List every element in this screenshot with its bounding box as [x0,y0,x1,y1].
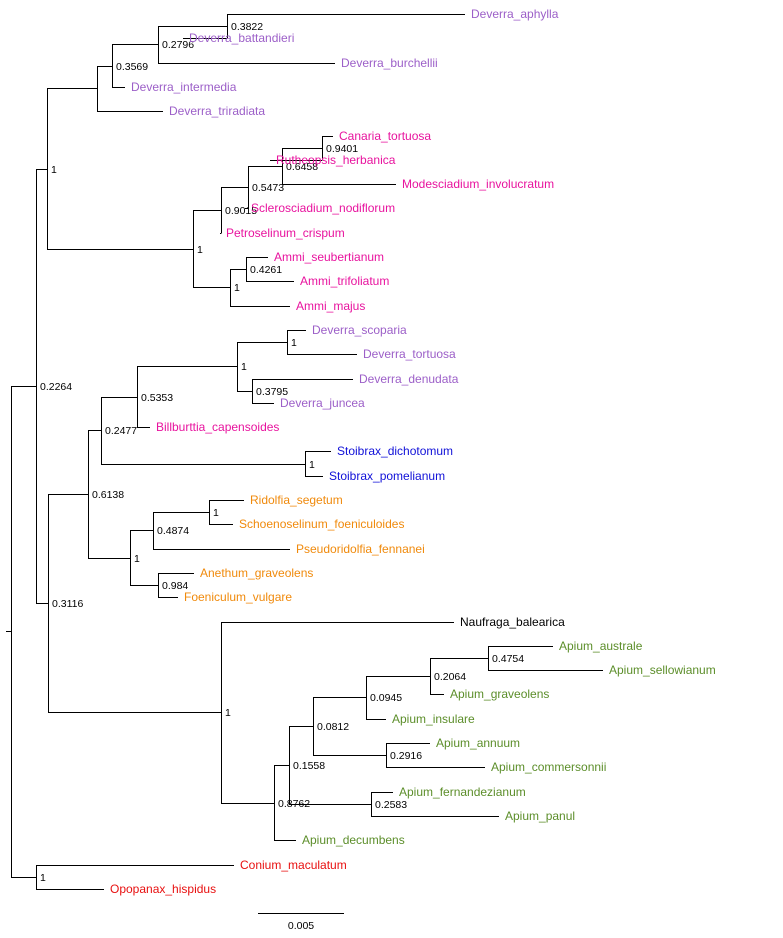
support-value: 1 [225,707,231,719]
support-value: 1 [213,507,219,519]
scale-bar-label: 0.005 [288,920,314,932]
leaf-label-ridolfia-segetum: Ridolfia_segetum [250,493,343,507]
support-value: 1 [51,164,57,176]
support-value: 0.9015 [225,205,257,217]
support-value: 0.2916 [390,750,422,762]
leaf-label-apium-graveolens: Apium_graveolens [450,687,549,701]
support-value: 1 [241,361,247,373]
support-value: 0.0812 [317,721,349,733]
support-value: 1 [134,553,140,565]
leaf-label-apium-insulare: Apium_insulare [392,712,475,726]
leaf-label-billburttia-capensoides: Billburttia_capensoides [156,420,279,434]
support-value: 0.4874 [157,525,189,537]
leaf-label-petroselinum-crispum: Petroselinum_crispum [226,226,345,240]
leaf-label-deverra-tortuosa: Deverra_tortuosa [363,347,456,361]
leaf-label-ammi-majus: Ammi_majus [296,299,365,313]
support-value: 0.984 [162,580,188,592]
support-value: 0.9401 [326,143,358,155]
leaf-label-ammi-trifoliatum: Ammi_trifoliatum [300,274,389,288]
support-value: 1 [40,872,46,884]
leaf-label-deverra-denudata: Deverra_denudata [359,372,459,386]
leaf-label-deverra-aphylla: Deverra_aphylla [471,7,559,21]
support-value: 0.6458 [286,161,318,173]
leaf-label-sclerosciadium-nodiflorum: Sclerosciadium_nodiflorum [251,201,395,215]
scale-bar: 0.005 [258,913,344,932]
support-value: 0.3569 [116,61,148,73]
leaf-label-conium-maculatum: Conium_maculatum [240,858,347,872]
support-values: 0.226410.35690.27960.382210.90150.54730.… [40,21,524,884]
leaf-label-apium-panul: Apium_panul [505,809,575,823]
leaf-label-ammi-seubertianum: Ammi_seubertianum [274,250,384,264]
support-value: 0.6138 [92,489,124,501]
leaf-label-deverra-battandieri: Deverra_battandieri [189,31,294,45]
support-value: 0.1558 [293,760,325,772]
leaf-label-apium-annuum: Apium_annuum [436,736,520,750]
support-value: 0.2264 [40,381,72,393]
support-value: 1 [234,282,240,294]
support-value: 0.8762 [278,798,310,810]
leaf-label-deverra-burchellii: Deverra_burchellii [341,56,438,70]
leaf-label-stoibrax-dichotomum: Stoibrax_dichotomum [337,444,453,458]
leaf-label-stoibrax-pomelianum: Stoibrax_pomelianum [329,469,445,483]
leaf-label-apium-commersonnii: Apium_commersonnii [491,760,606,774]
leaf-label-deverra-scoparia: Deverra_scoparia [312,323,407,337]
leaf-label-apium-sellowianum: Apium_sellowianum [609,663,716,677]
leaf-label-deverra-intermedia: Deverra_intermedia [131,80,237,94]
leaf-label-schoenoselinum-foeniculoides: Schoenoselinum_foeniculoides [239,517,404,531]
support-value: 1 [291,337,297,349]
leaf-label-apium-australe: Apium_australe [559,639,643,653]
support-value: 1 [309,459,315,471]
support-value: 0.2796 [162,39,194,51]
leaf-label-apium-fernandezianum: Apium_fernandezianum [399,785,526,799]
tree-branches [6,14,603,890]
support-value: 0.2583 [375,799,407,811]
leaf-label-deverra-triradiata: Deverra_triradiata [169,104,265,118]
support-value: 0.2477 [105,425,137,437]
support-value: 1 [197,244,203,256]
leaf-label-foeniculum-vulgare: Foeniculum_vulgare [184,590,292,604]
support-value: 0.5353 [141,392,173,404]
support-value: 0.2064 [434,671,466,683]
support-value: 0.0945 [370,692,402,704]
leaf-label-rutheopsis-herbanica: Rutheopsis_herbanica [276,153,396,167]
support-value: 0.3795 [256,386,288,398]
support-value: 0.4261 [250,264,282,276]
support-value: 0.3116 [52,598,83,610]
leaf-label-canaria-tortuosa: Canaria_tortuosa [339,129,431,143]
support-value: 0.4754 [492,653,524,665]
leaf-label-naufraga-balearica: Naufraga_balearica [460,615,565,629]
support-value: 0.3822 [231,21,263,33]
leaf-label-deverra-juncea: Deverra_juncea [280,396,365,410]
leaf-label-pseudoridolfia-fennanei: Pseudoridolfia_fennanei [296,542,425,556]
leaf-label-opopanax-hispidus: Opopanax_hispidus [110,882,216,896]
support-value: 0.5473 [252,182,284,194]
leaf-label-anethum-graveolens: Anethum_graveolens [200,566,313,580]
leaf-labels: Deverra_aphylla Deverra_battandieri Deverr… [110,7,716,896]
leaf-label-modesciadium-involucratum: Modesciadium_involucratum [402,177,554,191]
leaf-label-apium-decumbens: Apium_decumbens [302,833,405,847]
